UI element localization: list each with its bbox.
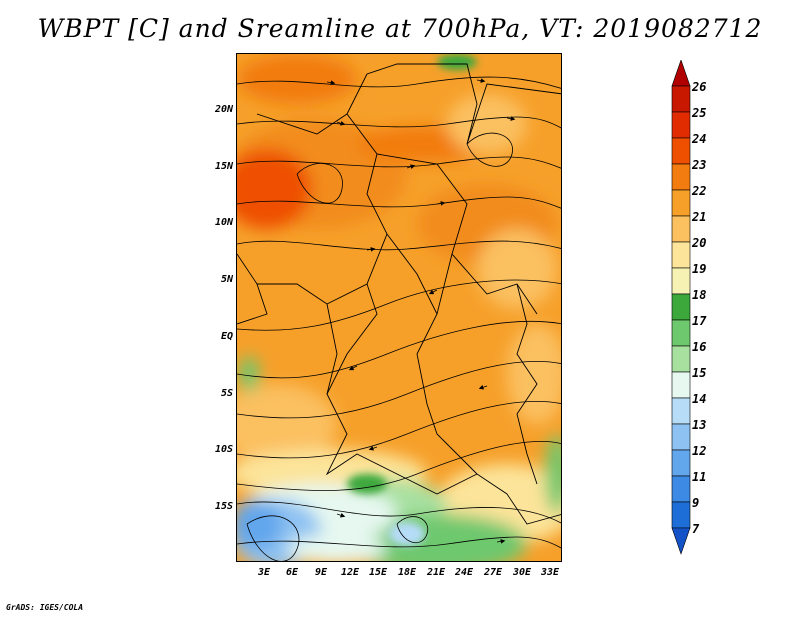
colorbar-segment-6 [671, 215, 691, 243]
colorbar-segment-11 [671, 345, 691, 373]
colorbar-segment-7 [671, 241, 691, 269]
colorbar-segment-9 [671, 293, 691, 321]
colorbar-label-22: 22 [692, 184, 707, 198]
colorbar-segments [671, 60, 691, 555]
colorbar-label-15: 15 [692, 366, 707, 380]
grads-credit: GrADS: IGES/COLA [6, 603, 84, 612]
colorbar-segment-5 [671, 189, 691, 217]
lon-label-18e: 18E [397, 567, 417, 578]
lat-label-5s: 5S [220, 388, 233, 399]
lat-label-5n: 5N [220, 274, 233, 285]
lon-label-30e: 30E [512, 567, 532, 578]
lon-label-33e: 33E [540, 567, 560, 578]
colorbar [671, 60, 691, 555]
lat-label-eq: EQ [220, 331, 233, 342]
lat-label-20n: 20N [214, 104, 233, 115]
colorbar-segment-14 [671, 423, 691, 451]
colorbar-segment-3 [671, 137, 691, 165]
lat-label-10s: 10S [214, 444, 233, 455]
colorbar-label-12: 12 [692, 444, 707, 458]
colorbar-segment-8 [671, 267, 691, 295]
lon-label-15e: 15E [368, 567, 388, 578]
colorbar-label-23: 23 [692, 158, 707, 172]
streamlines [237, 76, 561, 561]
colorbar-label-11: 11 [692, 470, 707, 484]
colorbar-segment-0 [671, 60, 691, 87]
colorbar-label-16: 16 [692, 340, 707, 354]
colorbar-label-9: 9 [692, 496, 700, 510]
lon-label-6e: 6E [285, 567, 299, 578]
colorbar-segment-17 [671, 501, 691, 529]
colorbar-segment-4 [671, 163, 691, 191]
colorbar-segment-1 [671, 85, 691, 113]
colorbar-segment-15 [671, 449, 691, 477]
colorbar-label-13: 13 [692, 418, 707, 432]
lon-label-27e: 27E [483, 567, 503, 578]
colorbar-segment-2 [671, 111, 691, 139]
colorbar-label-21: 21 [692, 210, 707, 224]
lat-label-15s: 15S [214, 501, 233, 512]
wbpt-shading [237, 54, 561, 561]
lat-label-10n: 10N [214, 217, 233, 228]
lon-label-3e: 3E [257, 567, 271, 578]
streamline-arrows [326, 78, 516, 544]
colorbar-label-18: 18 [692, 288, 707, 302]
colorbar-segment-16 [671, 475, 691, 503]
wbpt-streamline-map [237, 54, 561, 561]
lon-label-12e: 12E [340, 567, 360, 578]
colorbar-label-25: 25 [692, 106, 707, 120]
chart-title: WBPT [C] and Sreamline at 700hPa, VT: 20… [37, 14, 763, 43]
colorbar-segment-13 [671, 397, 691, 425]
lon-label-9e: 9E [314, 567, 328, 578]
colorbar-label-17: 17 [692, 314, 707, 328]
colorbar-label-26: 26 [692, 80, 707, 94]
colorbar-segment-10 [671, 319, 691, 347]
country-borders [237, 63, 561, 525]
colorbar-label-20: 20 [692, 236, 707, 250]
colorbar-label-19: 19 [692, 262, 707, 276]
colorbar-segment-18 [671, 527, 691, 555]
colorbar-segment-12 [671, 371, 691, 399]
colorbar-label-24: 24 [692, 132, 707, 146]
colorbar-label-7: 7 [692, 522, 700, 536]
lat-label-15n: 15N [214, 161, 233, 172]
map-panel [236, 53, 562, 562]
lon-label-24e: 24E [454, 567, 474, 578]
colorbar-label-14: 14 [692, 392, 707, 406]
lon-label-21e: 21E [426, 567, 446, 578]
